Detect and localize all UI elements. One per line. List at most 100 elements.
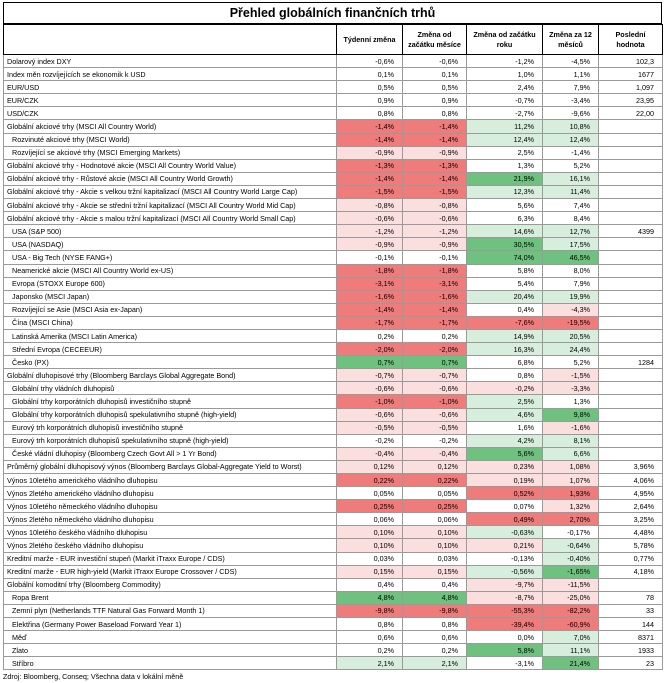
weekly-change-cell: -0,5% [336, 420, 403, 435]
table-row: Globální akciové trhy - Hodnotové akcie … [3, 158, 663, 173]
weekly-change-cell: -9,8% [336, 603, 403, 619]
weekly-change-cell: 0,03% [336, 551, 403, 566]
table-row: Evropa (STOXX Europe 600) -3,1% -3,1% 5,4% 7… [3, 276, 663, 291]
ytd-change-cell: -0,63% [466, 525, 543, 540]
row-label: Evropa (STOXX Europe 600) [3, 276, 337, 291]
weekly-change-cell: 0,12% [336, 459, 403, 475]
table-row: Eurový trh korporátních dluhopisů spekul… [3, 433, 663, 448]
twelve-month-change-cell: -1,65% [542, 564, 599, 579]
twelve-month-change-cell: -1,5% [542, 368, 599, 383]
table-row: Globální akciové trhy - Akcie s malou tr… [3, 211, 663, 226]
ytd-change-cell: 1,0% [466, 67, 543, 82]
weekly-change-cell: -0,6% [336, 381, 403, 396]
ytd-change-cell: -2,7% [466, 106, 543, 121]
row-label: Stříbro [3, 656, 337, 671]
last-value-cell: 23,95 [598, 93, 663, 108]
mtd-change-cell: -1,4% [402, 119, 467, 134]
mtd-change-cell: 0,4% [402, 577, 467, 592]
ytd-change-cell: 0,21% [466, 538, 543, 553]
twelve-month-change-cell: 8,4% [542, 211, 599, 226]
table-row: USA (S&P 500) -1,2% -1,2% 14,6% 12,7% 4399 [3, 224, 663, 239]
table-row: Dolarový index DXY -0,6% -0,6% -1,2% -4,5% 10… [3, 53, 663, 69]
ytd-change-cell: 4,2% [466, 433, 543, 448]
mtd-change-cell: 0,22% [402, 472, 467, 488]
table-row: Výnos 10letého českého vládního dluhopis… [3, 525, 663, 540]
row-label: Zemní plyn (Netherlands TTF Natural Gas … [3, 603, 337, 619]
header-label [3, 24, 337, 55]
last-value-cell: 4,48% [598, 525, 663, 540]
weekly-change-cell: 0,8% [336, 106, 403, 121]
weekly-change-cell: -0,7% [336, 368, 403, 383]
twelve-month-change-cell: -3,4% [542, 93, 599, 108]
weekly-change-cell: 0,4% [336, 577, 403, 592]
last-value-cell: 33 [598, 603, 663, 619]
ytd-change-cell: 5,6% [466, 198, 543, 213]
ytd-change-cell: -3,1% [466, 656, 543, 671]
last-value-cell [598, 289, 663, 304]
weekly-change-cell: 0,05% [336, 486, 403, 501]
twelve-month-change-cell: 7,4% [542, 198, 599, 213]
ytd-change-cell: 2,5% [466, 394, 543, 409]
mtd-change-cell: 0,2% [402, 643, 467, 658]
mtd-change-cell: -1,7% [402, 315, 467, 330]
last-value-cell [598, 263, 663, 278]
twelve-month-change-cell: 8,1% [542, 433, 599, 448]
last-value-cell: 78 [598, 590, 663, 605]
table-row: Výnos 10letého německého vládního dluhop… [3, 499, 663, 514]
mtd-change-cell: -0,1% [402, 250, 467, 265]
table-row: Výnos 2letého amerického vládního dluhop… [3, 486, 663, 501]
twelve-month-change-cell: 17,5% [542, 237, 599, 252]
weekly-change-cell: 0,1% [336, 67, 403, 82]
row-label: Dolarový index DXY [3, 53, 337, 69]
table-row: Rozvíjející se Asie (MSCI Asia ex-Japan)… [3, 302, 663, 317]
ytd-change-cell: 1,6% [466, 420, 543, 435]
last-value-cell [598, 198, 663, 213]
weekly-change-cell: 0,9% [336, 93, 403, 108]
twelve-month-change-cell: 16,1% [542, 171, 599, 186]
mtd-change-cell: -1,0% [402, 394, 467, 409]
last-value-cell [598, 577, 663, 592]
weekly-change-cell: 0,2% [336, 328, 403, 344]
report: Přehled globálních finančních trhů Týden… [3, 2, 663, 682]
header-last-value: Poslední hodnota [598, 24, 663, 55]
table-row: Rozvíjející se akciové trhy (MSCI Emergi… [3, 145, 663, 160]
mtd-change-cell: 0,05% [402, 486, 467, 501]
weekly-change-cell: -1,4% [336, 171, 403, 186]
weekly-change-cell: -0,2% [336, 433, 403, 448]
weekly-change-cell: 0,2% [336, 643, 403, 658]
twelve-month-change-cell: 1,07% [542, 472, 599, 488]
last-value-cell: 4399 [598, 224, 663, 239]
mtd-change-cell: 0,7% [402, 355, 467, 370]
mtd-change-cell: -1,3% [402, 158, 467, 173]
table-row: České vládní dluhopisy (Bloomberg Czech … [3, 446, 663, 461]
weekly-change-cell: 0,10% [336, 525, 403, 540]
table-row: Globální komoditní trhy (Bloomberg Commo… [3, 577, 663, 592]
table-row: Eurový trh korporátních dluhopisů invest… [3, 420, 663, 435]
ytd-change-cell: 0,52% [466, 486, 543, 501]
row-label: Globální akciové trhy - Růstové akcie (M… [3, 171, 337, 186]
twelve-month-change-cell: 5,2% [542, 158, 599, 173]
mtd-change-cell: 0,03% [402, 551, 467, 566]
ytd-change-cell: 0,8% [466, 368, 543, 383]
mtd-change-cell: -1,8% [402, 263, 467, 278]
table-row: Globální akciové trhy - Růstové akcie (M… [3, 171, 663, 186]
twelve-month-change-cell: -11,5% [542, 577, 599, 592]
row-label: EUR/CZK [3, 93, 337, 108]
ytd-change-cell: 12,4% [466, 132, 543, 147]
header-ytd: Změna od začátku roku [466, 24, 543, 55]
row-label: Výnos 2letého amerického vládního dluhop… [3, 486, 337, 501]
table-row: Zlato 0,2% 0,2% 5,8% 11,1% 1933 [3, 643, 663, 658]
ytd-change-cell: 5,8% [466, 263, 543, 278]
mtd-change-cell: -1,6% [402, 289, 467, 304]
source-note: Zdroj: Bloomberg, Conseq; Všechna data v… [3, 672, 184, 682]
table-row: Čína (MSCI China) -1,7% -1,7% -7,6% -19,5% [3, 315, 663, 330]
ytd-change-cell: 74,0% [466, 250, 543, 265]
twelve-month-change-cell: 11,1% [542, 643, 599, 658]
last-value-cell: 22,00 [598, 106, 663, 121]
mtd-change-cell: 0,15% [402, 564, 467, 579]
mtd-change-cell: -0,9% [402, 145, 467, 160]
twelve-month-change-cell: 1,08% [542, 459, 599, 475]
last-value-cell [598, 381, 663, 396]
twelve-month-change-cell: 7,9% [542, 80, 599, 95]
ytd-change-cell: 0,23% [466, 459, 543, 475]
